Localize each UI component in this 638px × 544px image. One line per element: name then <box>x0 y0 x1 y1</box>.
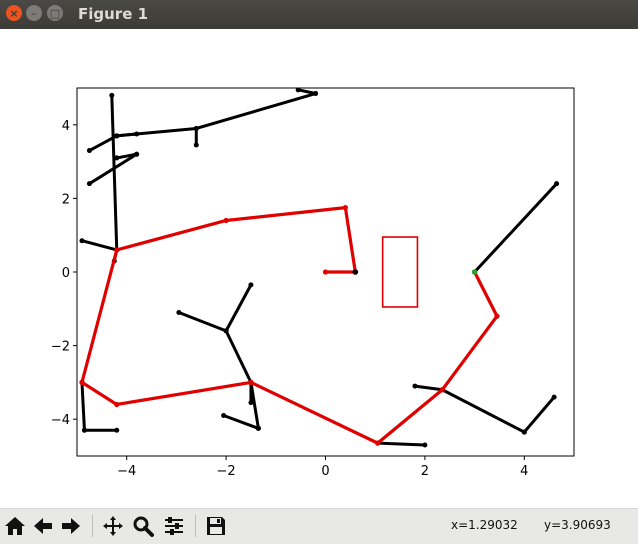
tree-edge-0 <box>110 93 119 252</box>
plot-area[interactable]: −4 −2 0 2 4 −4 −2 0 2 4 <box>0 29 638 508</box>
tree-edge-23 <box>473 182 559 274</box>
tree-edge-15 <box>222 414 260 430</box>
tree-node <box>114 427 120 433</box>
tree-node <box>176 309 182 315</box>
y-tick-label: −2 <box>51 340 70 355</box>
tree-node <box>223 328 229 334</box>
y-coordinate-readout: y=3.90693 <box>544 518 611 532</box>
tree-node <box>114 155 120 161</box>
tree-node <box>554 181 560 187</box>
goal-marker <box>471 269 478 275</box>
tree-node <box>248 400 254 406</box>
axes: −4 −2 0 2 4 −4 −2 0 2 4 <box>51 87 575 479</box>
tree-node <box>114 133 120 139</box>
minimize-icon: – <box>31 6 37 20</box>
tree-node <box>86 148 92 154</box>
tree-node <box>86 181 92 187</box>
start-marker <box>352 269 359 275</box>
tree-edge-3 <box>115 126 198 138</box>
y-tick-label: 0 <box>62 266 70 281</box>
y-tick-label: 2 <box>62 192 70 207</box>
tree-edges <box>79 87 560 448</box>
tree-node <box>521 429 527 435</box>
window-title: Figure 1 <box>78 5 149 23</box>
minimize-window-button[interactable]: – <box>26 5 42 21</box>
window-titlebar: × – □ Figure 1 <box>0 0 638 29</box>
x-tick-label: 2 <box>421 464 429 479</box>
y-tick-label: 4 <box>62 119 70 134</box>
tree-edge-19 <box>376 441 427 447</box>
tree-edge-6 <box>296 88 318 96</box>
save-icon <box>207 517 225 535</box>
tree-edge-5 <box>194 92 318 130</box>
pan-icon <box>103 516 123 536</box>
tree-node <box>255 425 261 431</box>
tree-edge-18 <box>224 329 253 384</box>
configure-subplots-icon <box>165 517 183 535</box>
tree-node <box>81 427 87 433</box>
x-tick-label: 0 <box>321 464 329 479</box>
tree-node <box>221 413 227 419</box>
planned-path <box>79 205 500 446</box>
tree-node <box>79 238 85 244</box>
pan-button[interactable] <box>100 513 126 539</box>
path-node-0 <box>322 269 329 275</box>
path-node-7 <box>248 379 254 385</box>
tree-edge-21 <box>440 388 526 434</box>
back-button[interactable] <box>30 513 56 539</box>
path-line <box>80 206 499 445</box>
path-node-2 <box>342 205 348 211</box>
y-tick-label: −4 <box>51 413 70 428</box>
x-tick-label: −4 <box>117 464 136 479</box>
maximize-window-button[interactable]: □ <box>47 5 63 21</box>
path-node-5 <box>79 379 85 385</box>
tree-edge-22 <box>522 395 556 434</box>
tree-node <box>193 125 199 131</box>
tree-node <box>134 151 140 157</box>
save-button[interactable] <box>203 513 229 539</box>
tree-edge-17 <box>177 310 228 333</box>
zoom-icon <box>133 516 154 537</box>
tree-node <box>295 87 301 93</box>
tree-node <box>109 92 115 98</box>
forward-button[interactable] <box>58 513 84 539</box>
tree-node <box>412 383 418 389</box>
path-node-3 <box>223 217 229 224</box>
tree-edge-11 <box>80 380 86 432</box>
path-node-10 <box>494 313 500 319</box>
tree-edge-1 <box>87 134 119 153</box>
path-node-6 <box>114 401 120 408</box>
close-icon: × <box>9 6 19 20</box>
path-node-8 <box>375 440 381 446</box>
x-tick-label: 4 <box>520 464 528 479</box>
obstacle-rectangle <box>381 236 419 308</box>
x-coordinate-readout: x=1.29032 <box>451 518 518 532</box>
path-node-4 <box>114 247 120 253</box>
toolbar-separator <box>92 515 93 537</box>
tree-edge-8 <box>115 152 139 160</box>
maximize-icon: □ <box>49 6 61 20</box>
figure-canvas[interactable]: −4 −2 0 2 4 −4 −2 0 2 4 <box>0 29 638 508</box>
obstacle <box>381 236 419 308</box>
configure-subplots-button[interactable] <box>161 513 187 539</box>
home-button[interactable] <box>2 513 28 539</box>
tree-edge-16 <box>224 283 253 333</box>
tree-node <box>551 394 557 400</box>
tree-edge-9 <box>80 239 119 252</box>
tree-node <box>193 142 199 148</box>
home-icon <box>5 517 25 535</box>
tree-edge-20 <box>413 384 444 392</box>
navigation-toolbar: x=1.29032 y=3.90693 <box>0 508 638 544</box>
toolbar-separator <box>195 515 196 537</box>
forward-icon <box>62 518 80 534</box>
tree-node <box>422 442 428 448</box>
tree-node <box>248 282 254 288</box>
back-icon <box>34 518 52 534</box>
tree-edge-7 <box>87 152 139 186</box>
zoom-button[interactable] <box>130 513 156 539</box>
tree-node <box>313 91 319 97</box>
x-tick-label: −2 <box>217 464 236 479</box>
close-window-button[interactable]: × <box>6 5 22 21</box>
path-node-9 <box>439 387 445 393</box>
